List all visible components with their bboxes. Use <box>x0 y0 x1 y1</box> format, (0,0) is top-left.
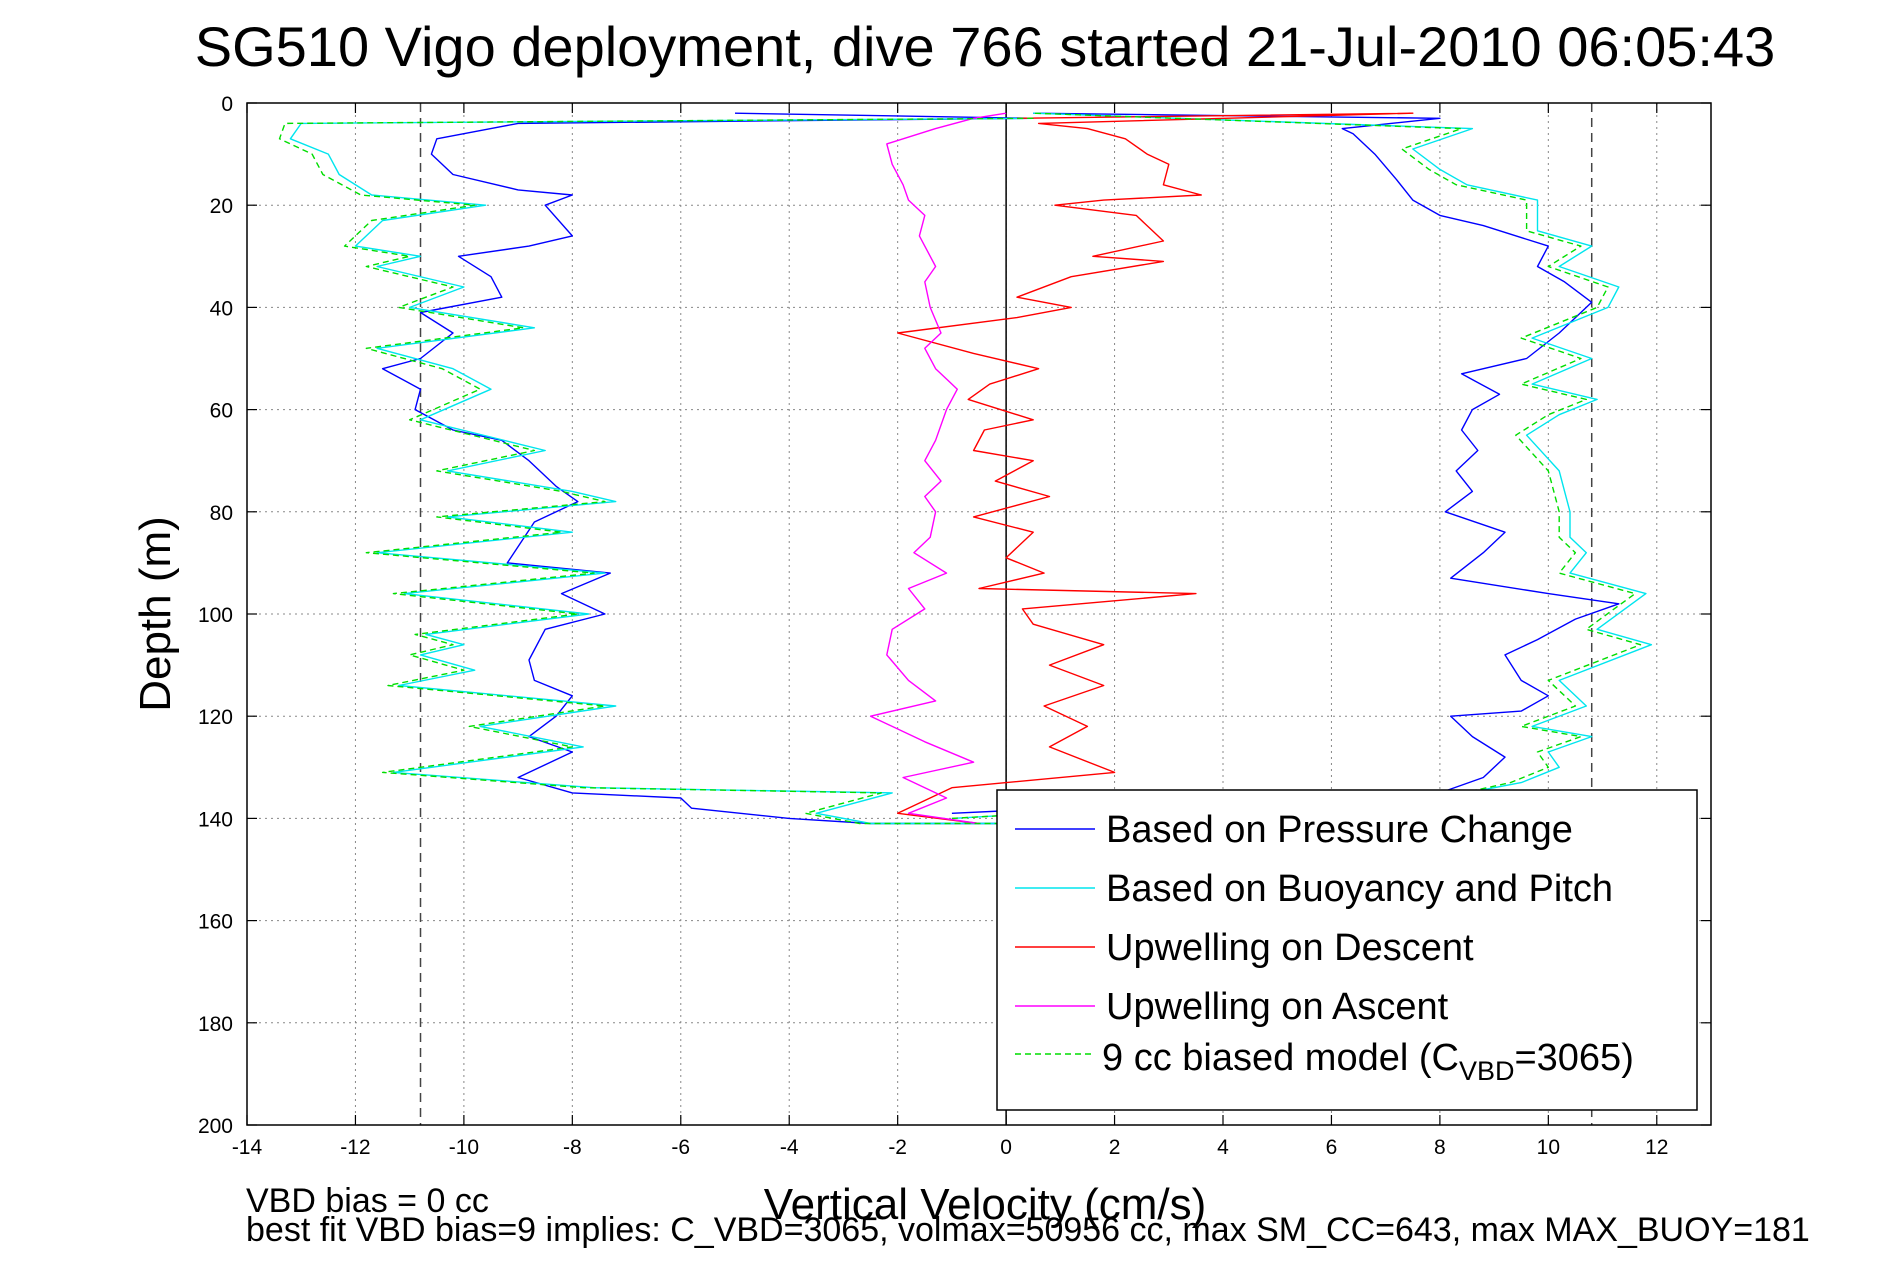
x-axis-title: Vertical Velocity (cm/s) <box>764 1180 1207 1229</box>
series-line-1-ascent <box>951 112 1653 820</box>
x-tick-label: -12 <box>340 1136 370 1159</box>
x-tick-label: -8 <box>563 1136 582 1159</box>
series-line-4 <box>278 117 1034 825</box>
legend-label-3: Upwelling on Ascent <box>1106 986 1449 1028</box>
y-tick-label: 120 <box>198 706 233 729</box>
legend-label-biased-model: 9 cc biased model (CVBD=3065) <box>1102 1037 1634 1086</box>
legend-box <box>996 789 1698 1111</box>
annotation-vbd-bias: VBD bias = 0 cc <box>246 1182 489 1220</box>
ticks: -14 -12 -10 -8 -6 -4 -2 0 2 4 6 8 10 1202040608010012… <box>198 93 1711 1159</box>
y-axis-title: Depth (m) <box>131 516 180 712</box>
x-tick-label: -4 <box>780 1136 799 1159</box>
chart-title: SG510 Vigo deployment, dive 766 started … <box>195 15 1776 78</box>
x-tick-label: 12 <box>1645 1136 1668 1159</box>
y-tick-label: 180 <box>198 1013 233 1036</box>
y-tick-label: 200 <box>198 1115 233 1138</box>
legend: Based on Pressure Change Based on Buoyanc… <box>996 789 1698 1111</box>
x-tick-label: 8 <box>1434 1136 1446 1159</box>
y-tick-label: 80 <box>210 502 233 525</box>
x-tick-label: 4 <box>1217 1136 1229 1159</box>
x-tick-label: 6 <box>1326 1136 1338 1159</box>
y-tick-label: 40 <box>210 297 233 320</box>
series-line-0 <box>381 112 1034 825</box>
series-line-1 <box>289 117 1034 825</box>
y-tick-label: 140 <box>198 808 233 831</box>
y-tick-label: 20 <box>210 195 233 218</box>
series-line-2 <box>897 112 1414 825</box>
legend-label-2: Upwelling on Descent <box>1106 927 1474 969</box>
y-tick-label: 0 <box>221 93 233 116</box>
x-tick-label: -10 <box>449 1136 479 1159</box>
x-tick-label: -2 <box>888 1136 907 1159</box>
legend-label-1: Based on Buoyancy and Pitch <box>1106 868 1613 910</box>
legend-label-0: Based on Pressure Change <box>1106 809 1573 851</box>
x-tick-label: 0 <box>1000 1136 1012 1159</box>
x-tick-label: 2 <box>1109 1136 1121 1159</box>
y-tick-label: 60 <box>210 400 233 423</box>
x-tick-label: -14 <box>232 1136 263 1159</box>
series-lines <box>278 112 1653 825</box>
y-tick-label: 100 <box>198 604 233 627</box>
series-line-3 <box>869 112 1007 825</box>
series-line-0-ascent <box>951 112 1620 814</box>
annotation-best-fit: best fit VBD bias=9 implies: C_VBD=3065,… <box>246 1211 1810 1249</box>
y-tick-label: 160 <box>198 911 233 934</box>
x-tick-label: -6 <box>671 1136 690 1159</box>
series-line-4-ascent <box>951 112 1642 820</box>
x-tick-label: 10 <box>1537 1136 1560 1159</box>
